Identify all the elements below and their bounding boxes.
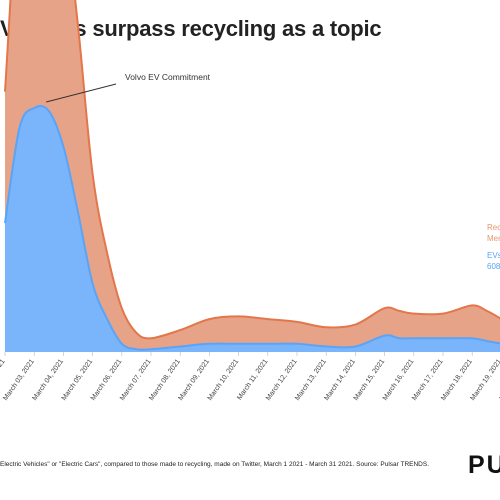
x-tick-label: March 18, 2021 — [440, 358, 474, 402]
legend-evs: EVs 608 — [487, 250, 500, 272]
x-tick-label: March 07, 2021 — [119, 358, 153, 402]
legend-evs-sublabel: 608 — [487, 262, 500, 271]
x-tick-label: March 04, 2021 — [31, 358, 65, 402]
x-tick-label: March 17, 2021 — [411, 358, 445, 402]
x-tick-label: March 13, 2021 — [294, 358, 328, 402]
x-tick-label: March 05, 2021 — [61, 358, 95, 402]
x-tick-label: March 19, 2021 — [469, 358, 500, 402]
pulsar-logo: PUL — [468, 451, 500, 479]
evs-line — [4, 105, 500, 351]
x-tick-label: March 14, 2021 — [323, 358, 357, 402]
evs-area — [5, 106, 500, 352]
annotation-leader-line — [46, 83, 117, 103]
legend-recycling-label: Rec — [487, 223, 500, 232]
legend-evs-label: EVs — [487, 251, 500, 260]
x-tick-label: March 15, 2021 — [353, 358, 387, 402]
x-tick-label: March 03, 2021 — [2, 358, 36, 402]
source-note: Electric Vehicles" or "Electric Cars", c… — [0, 461, 430, 468]
recycling-line — [4, 0, 500, 340]
annotation-label: Volvo EV Commitment — [125, 72, 211, 82]
x-tick-label: March 09, 2021 — [177, 358, 211, 402]
x-tick-label: March 16, 2021 — [382, 358, 416, 402]
x-tick-label: March 08, 2021 — [148, 358, 182, 402]
x-tick-label: March 06, 2021 — [90, 358, 124, 402]
x-tick-label: March 10, 2021 — [207, 358, 241, 402]
x-tick-label: March 11, 2021 — [236, 358, 269, 402]
chart-areas — [4, 0, 500, 352]
annotation-layer: Volvo EV Commitment — [46, 72, 211, 103]
legend-recycling-sublabel: Men — [487, 234, 500, 243]
x-tick-label: March 12, 2021 — [265, 358, 299, 402]
legend-recycling: Rec Men — [487, 222, 500, 244]
